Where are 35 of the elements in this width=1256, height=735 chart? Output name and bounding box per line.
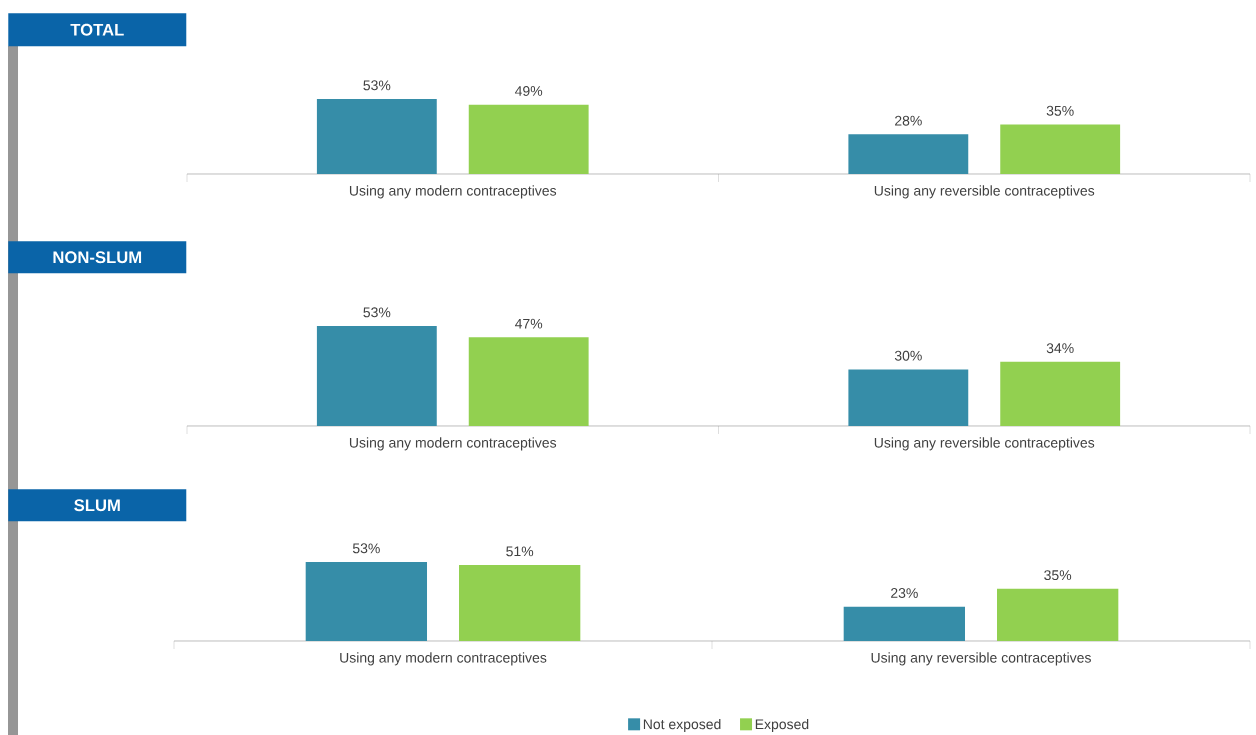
x-tick-label: Using any reversible contraceptives [874, 437, 1095, 451]
bar [1000, 361, 1121, 426]
bar [848, 369, 969, 426]
data-label: 23% [891, 588, 918, 598]
chart-title: NON-SLUM [53, 251, 142, 264]
data-label: 28% [895, 115, 922, 126]
bar [848, 134, 969, 174]
data-label: 53% [363, 307, 391, 318]
x-tick-label: Using any modern contraceptives [340, 652, 547, 666]
data-label: 35% [1046, 105, 1074, 116]
data-label: 30% [894, 350, 922, 361]
data-label: 49% [514, 86, 543, 96]
legend-label: Exposed [755, 718, 809, 732]
legend-label: Not exposed [643, 718, 721, 732]
x-tick-label: Using any reversible contraceptives [874, 185, 1095, 199]
data-label: 35% [1044, 570, 1072, 581]
bar [316, 98, 437, 174]
bar [468, 104, 589, 174]
data-label: 34% [1046, 343, 1074, 354]
bar [305, 561, 428, 641]
x-tick-label: Using any modern contraceptives [349, 437, 557, 451]
data-label: 53% [352, 543, 380, 554]
data-label: 47% [514, 318, 543, 329]
x-tick-label: Using any modern contraceptives [349, 185, 557, 199]
bar [997, 588, 1119, 641]
bar [843, 606, 966, 641]
data-label: 53% [363, 80, 391, 91]
bar [459, 564, 581, 641]
data-label: 51% [506, 546, 534, 557]
bar [468, 337, 589, 426]
chart-title: TOTAL [70, 23, 124, 36]
chart-title: SLUM [74, 499, 120, 512]
bar [1000, 124, 1121, 174]
x-tick-label: Using any reversible contraceptives [871, 652, 1091, 666]
bar [316, 325, 437, 426]
